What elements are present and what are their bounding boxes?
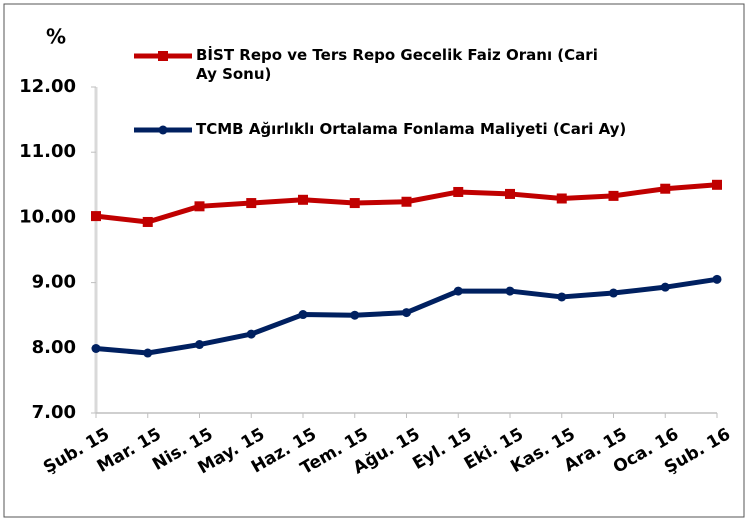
y-tick-label: 8.00 — [32, 337, 76, 358]
marker — [350, 310, 360, 320]
marker — [557, 292, 567, 302]
marker — [246, 329, 256, 339]
legend-swatch — [158, 125, 168, 135]
legend-swatch — [158, 51, 168, 61]
y-tick-label: 11.00 — [19, 141, 76, 162]
marker — [556, 193, 567, 204]
marker — [712, 274, 722, 284]
marker — [505, 188, 515, 199]
marker — [505, 286, 515, 296]
marker — [143, 348, 153, 358]
marker — [91, 343, 101, 353]
marker — [712, 179, 722, 190]
marker — [660, 282, 670, 292]
marker — [660, 183, 671, 194]
marker — [298, 310, 308, 320]
marker — [246, 198, 257, 209]
y-unit-label: % — [46, 25, 66, 49]
y-tick-label: 12.00 — [19, 76, 76, 97]
y-tick-label: 7.00 — [32, 402, 76, 423]
marker — [608, 190, 619, 201]
legend-label: TCMB Ağırlıklı Ortalama Fonlama Maliyeti… — [196, 120, 627, 138]
marker — [195, 340, 204, 350]
marker — [194, 201, 205, 212]
y-tick-label: 10.00 — [19, 206, 76, 227]
marker — [401, 196, 412, 207]
marker — [453, 186, 464, 197]
marker — [609, 288, 618, 298]
legend-label: BİST Repo ve Ters Repo Gecelik Faiz Oran… — [196, 46, 598, 83]
marker — [453, 286, 463, 296]
marker — [298, 194, 308, 205]
marker — [142, 216, 153, 227]
marker — [402, 308, 411, 318]
y-tick-label: 9.00 — [32, 272, 76, 293]
chart-frame — [3, 3, 745, 518]
marker — [349, 198, 360, 209]
marker — [91, 211, 101, 222]
